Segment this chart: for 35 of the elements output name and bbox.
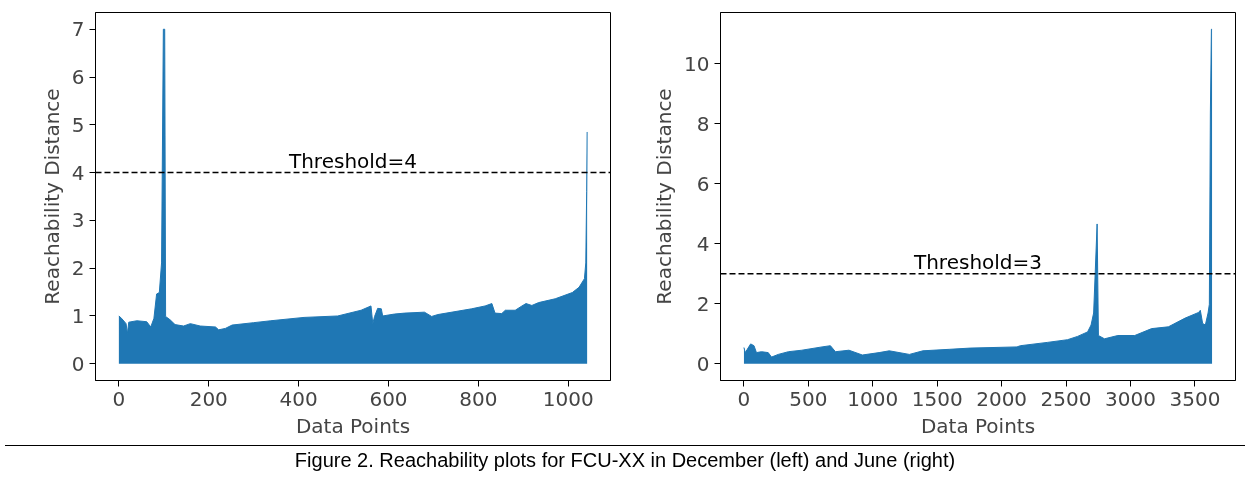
caption: Figure 2. Reachability plots for FCU-XX in December (left) and June (right) <box>294 448 956 473</box>
x-tick-label: 800 <box>459 386 498 411</box>
x-tick-label: 1500 <box>911 386 963 411</box>
y-tick-label: 1 <box>71 303 85 328</box>
x-tick-label: 200 <box>189 386 228 411</box>
x-tick-label: 0 <box>737 386 751 411</box>
y-tick-label: 6 <box>696 171 710 196</box>
ref-line-label: Threshold=3 <box>912 249 1043 274</box>
x-tick-label: 1000 <box>847 386 899 411</box>
y-axis-title: Reachability Distance <box>652 88 677 305</box>
x-tick-label: 3000 <box>1105 386 1156 411</box>
x-tick-label: 1000 <box>542 386 594 411</box>
x-tick-label: 2000 <box>976 386 1028 411</box>
y-tick-label: 4 <box>696 231 710 256</box>
y-tick-label: 5 <box>71 112 85 137</box>
x-axis-title: Data Points <box>920 413 1036 438</box>
x-tick-label: 600 <box>369 386 408 411</box>
y-tick-label: 3 <box>71 208 85 233</box>
y-tick-label: 2 <box>71 256 85 281</box>
x-tick-label: 0 <box>112 386 126 411</box>
y-tick-label: 0 <box>71 351 85 376</box>
y-tick-label: 2 <box>696 291 710 316</box>
y-tick-label: 6 <box>71 65 85 90</box>
y-tick-label: 8 <box>696 111 710 136</box>
y-tick-label: 10 <box>684 51 710 76</box>
y-tick-label: 0 <box>696 351 710 376</box>
x-tick-label: 500 <box>789 386 828 411</box>
x-tick-label: 400 <box>279 386 318 411</box>
x-axis-title: Data Points <box>295 413 411 438</box>
x-tick-label: 2500 <box>1040 386 1092 411</box>
y-tick-label: 4 <box>71 160 85 185</box>
y-axis-title: Reachability Distance <box>39 88 64 305</box>
ref-line-label: Threshold=4 <box>287 148 418 173</box>
x-tick-label: 3500 <box>1169 386 1221 411</box>
y-tick-label: 7 <box>71 17 85 42</box>
